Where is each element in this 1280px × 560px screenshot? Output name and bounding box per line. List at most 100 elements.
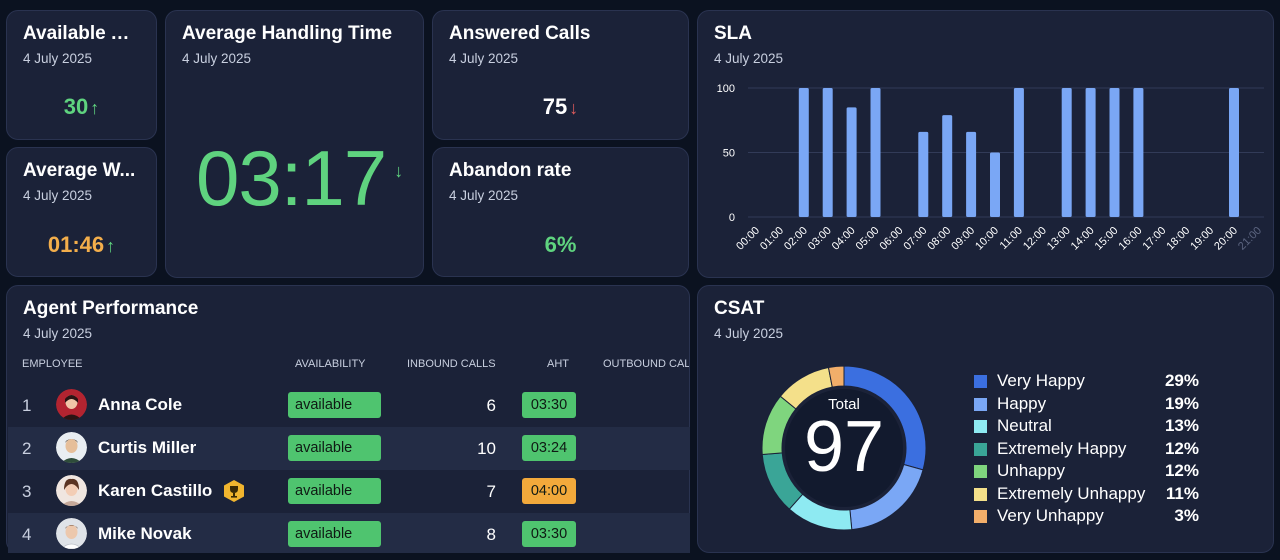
arrow-down-icon: ↓ <box>394 161 404 181</box>
sla-bar <box>822 88 833 217</box>
sla-bar <box>1109 88 1120 217</box>
legend-swatch <box>974 375 987 388</box>
card-date: 4 July 2025 <box>449 188 519 203</box>
x-tick-label: 03:00 <box>806 225 834 253</box>
card-date: 4 July 2025 <box>23 326 93 341</box>
avatar <box>56 518 87 549</box>
aht-badge: 03:24 <box>522 435 576 461</box>
x-tick-label: 15:00 <box>1093 225 1121 253</box>
legend-percent: 19% <box>1164 393 1199 413</box>
sla-bar <box>990 152 1000 217</box>
x-tick-label: 04:00 <box>830 225 858 253</box>
sla-bar-chart: 0 50 100 00:0001:0002:0003:0004:0005:0006:0… <box>717 83 1264 253</box>
avatar <box>56 389 87 420</box>
aht-card[interactable]: Average Handling Time 4 July 2025 03:17 ↓ <box>165 10 424 278</box>
sla-card[interactable]: SLA 4 July 2025 0 50 100 00:00 01:00 02:00 03:… <box>697 10 1274 278</box>
legend-swatch <box>974 442 987 456</box>
x-tick-label: 14:00 <box>1069 225 1097 253</box>
x-tick-label: 00:00 <box>734 225 762 253</box>
average-wait-card[interactable]: Average W... 4 July 2025 01:46 ↑ <box>6 147 157 277</box>
sla-bar <box>966 131 977 217</box>
arrow-up-icon: ↑ <box>90 98 100 118</box>
avatar <box>56 475 87 506</box>
card-date: 4 July 2025 <box>182 51 252 66</box>
answered-calls-card[interactable]: Answered Calls 4 July 2025 75 ↓ <box>432 10 689 140</box>
card-date: 4 July 2025 <box>449 51 519 66</box>
legend-label: Very Unhappy <box>997 506 1104 525</box>
x-tick-label: 09:00 <box>949 225 977 253</box>
row-rank: 1 <box>22 396 32 415</box>
legend-label: Very Happy <box>997 371 1085 390</box>
agent-name[interactable]: Karen Castillo <box>98 481 213 500</box>
available-agents-card[interactable]: Available A... 4 July 2025 30 ↑ <box>6 10 157 140</box>
agent-performance-card[interactable]: Agent Performance 4 July 2025 <box>6 285 690 553</box>
kpi-value: 01:46 <box>47 232 105 257</box>
sla-bar <box>1061 88 1072 217</box>
sla-bar <box>870 88 881 217</box>
column-header-inbound-calls[interactable]: INBOUND CALLS <box>407 358 496 370</box>
legend-swatch <box>974 510 987 523</box>
availability-badge: available <box>288 435 381 461</box>
inbound-calls-value: 10 <box>477 439 496 458</box>
legend-percent: 11% <box>1165 483 1199 503</box>
aht-badge: 03:30 <box>522 392 576 418</box>
availability-badge: available <box>288 521 381 547</box>
legend-swatch <box>974 420 987 433</box>
legend-label: Extremely Happy <box>997 438 1127 458</box>
legend-percent: 12% <box>1164 438 1199 458</box>
abandon-rate-card[interactable]: Abandon rate 4 July 2025 6% <box>432 147 689 277</box>
sla-bar <box>918 131 929 217</box>
inbound-calls-value: 6 <box>486 396 496 415</box>
agent-name[interactable]: Anna Cole <box>98 395 183 414</box>
y-tick-label: 100 <box>717 83 735 95</box>
card-title: CSAT <box>714 298 765 319</box>
kpi-value: 03:17 <box>196 134 387 222</box>
x-tick-label: 08:00 <box>925 225 953 253</box>
kpi-value: 75 <box>542 94 568 119</box>
row-rank: 2 <box>22 439 32 458</box>
aht-value-wrap: 03:17 ↓ <box>196 133 403 224</box>
kpi-value: 30 <box>63 94 89 119</box>
card-date: 4 July 2025 <box>23 188 93 203</box>
card-title: Average Handling Time <box>182 23 393 44</box>
aht-badge: 03:30 <box>522 521 576 547</box>
x-tick-label: 12:00 <box>1021 225 1049 253</box>
x-tick-label: 13:00 <box>1045 225 1073 253</box>
sla-bar <box>1229 88 1239 217</box>
agent-name[interactable]: Curtis Miller <box>98 438 197 457</box>
legend-swatch <box>974 397 987 411</box>
donut-center <box>785 389 903 507</box>
column-header-outbound-calls[interactable]: OUTBOUND CAL <box>603 358 689 370</box>
legend-swatch <box>974 465 987 478</box>
column-header-availability[interactable]: AVAILABILITY <box>295 358 366 370</box>
kpi-value: 6% <box>544 232 577 257</box>
x-tick-label: 02:00 <box>782 225 810 253</box>
legend-label: Happy <box>997 393 1047 413</box>
card-title: SLA <box>714 23 752 44</box>
x-tick-label: 19:00 <box>1188 225 1216 253</box>
availability-badge: available <box>288 392 381 418</box>
legend-percent: 12% <box>1164 461 1199 480</box>
column-header-aht[interactable]: AHT <box>547 358 569 370</box>
x-tick-label: 21:00 <box>1236 225 1264 253</box>
inbound-calls-value: 7 <box>486 482 496 501</box>
kpi-value-wrap: 30 ↑ <box>7 94 156 120</box>
card-date: 4 July 2025 <box>23 51 93 66</box>
x-tick-label: 17:00 <box>1140 225 1168 253</box>
kpi-value-wrap: 6% <box>433 232 688 258</box>
csat-donut-chart <box>761 365 927 531</box>
kpi-value-wrap: 01:46 ↑ <box>7 232 156 258</box>
column-header-employee[interactable]: EMPLOYEE <box>22 358 83 370</box>
legend-swatch <box>974 487 987 501</box>
legend-percent: 3% <box>1174 506 1199 525</box>
x-tick-label: 11:00 <box>998 225 1025 252</box>
legend-percent: 13% <box>1164 416 1199 435</box>
x-tick-label: 18:00 <box>1164 225 1192 253</box>
x-tick-label: 10:00 <box>973 225 1001 253</box>
legend-label: Neutral <box>997 416 1052 435</box>
arrow-up-icon: ↑ <box>106 236 116 256</box>
csat-total-value: 97 <box>803 407 885 487</box>
sla-bar <box>798 88 809 217</box>
card-title: Agent Performance <box>23 298 199 319</box>
agent-name[interactable]: Mike Novak <box>98 524 192 543</box>
